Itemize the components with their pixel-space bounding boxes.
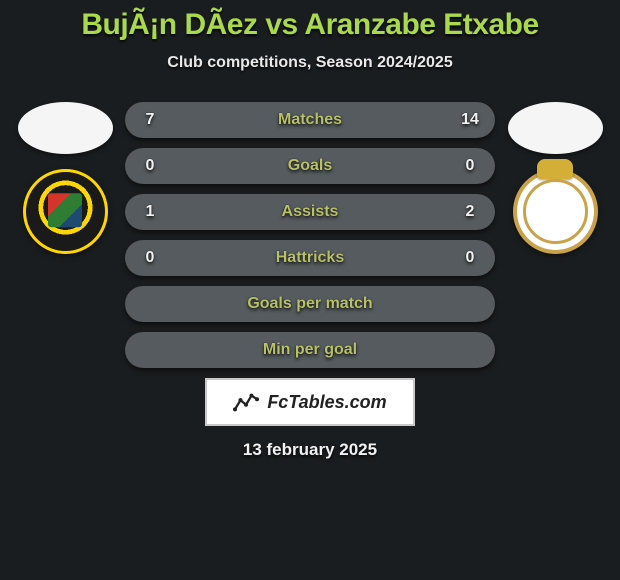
stat-value-left: 0 — [141, 157, 159, 175]
stats-list: 7 Matches 14 0 Goals 0 1 Assists 2 0 Hattricks 0 Goa… — [125, 102, 495, 368]
player-left-avatar — [18, 102, 113, 154]
stat-value-left: 7 — [141, 111, 159, 129]
stat-value-right: 0 — [461, 157, 479, 175]
player-left-column — [15, 102, 115, 254]
club-badge-left — [23, 169, 108, 254]
stat-row: 0 Goals 0 — [125, 148, 495, 184]
player-right-avatar — [508, 102, 603, 154]
fctables-logo[interactable]: FcTables.com — [205, 378, 415, 426]
stat-value-right: 2 — [461, 203, 479, 221]
player-right-column — [505, 102, 605, 254]
stat-label: Assists — [282, 203, 339, 221]
stat-value-right: 14 — [461, 111, 479, 129]
stat-value-left: 0 — [141, 249, 159, 267]
stat-label: Goals — [288, 157, 332, 175]
page-title: BujÃ¡n DÃez vs Aranzabe Etxabe — [0, 8, 620, 42]
stat-label: Min per goal — [263, 341, 357, 359]
stat-row: 7 Matches 14 — [125, 102, 495, 138]
stat-label: Goals per match — [247, 295, 372, 313]
fctables-icon — [233, 391, 259, 413]
subtitle: Club competitions, Season 2024/2025 — [0, 54, 620, 72]
stat-label: Hattricks — [276, 249, 344, 267]
stat-label: Matches — [278, 111, 342, 129]
stat-row: Min per goal — [125, 332, 495, 368]
stat-row: 1 Assists 2 — [125, 194, 495, 230]
fctables-label: FcTables.com — [267, 392, 386, 413]
main-content: 7 Matches 14 0 Goals 0 1 Assists 2 0 Hattricks 0 Goa… — [0, 102, 620, 368]
stat-row: 0 Hattricks 0 — [125, 240, 495, 276]
stat-value-left: 1 — [141, 203, 159, 221]
club-badge-right — [513, 169, 598, 254]
date-label: 13 february 2025 — [0, 440, 620, 460]
stat-row: Goals per match — [125, 286, 495, 322]
stat-value-right: 0 — [461, 249, 479, 267]
comparison-card: BujÃ¡n DÃez vs Aranzabe Etxabe Club comp… — [0, 0, 620, 460]
